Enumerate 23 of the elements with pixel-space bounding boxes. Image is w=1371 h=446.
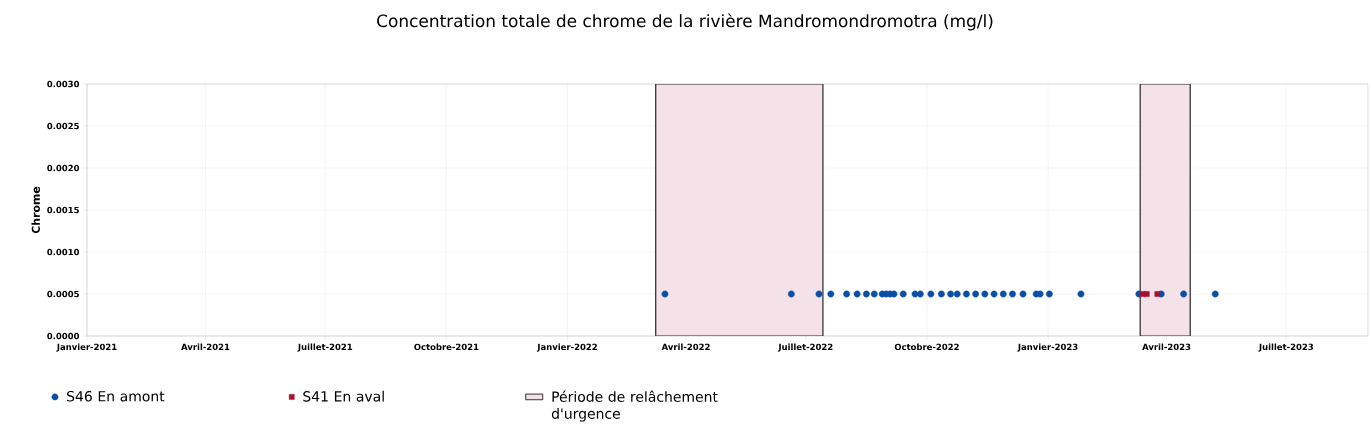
x-tick-label: Juillet-2022 bbox=[777, 343, 833, 352]
x-tick-label: Octobre-2022 bbox=[894, 343, 959, 351]
x-tick-label: Juillet-2021 bbox=[297, 343, 353, 352]
x-tick-label: Janvier-2021 bbox=[56, 343, 117, 352]
x-tick-label: Janvier-2022 bbox=[536, 343, 597, 352]
y-tick-label: 0.0005 bbox=[47, 290, 79, 298]
y-tick-label: 0.0025 bbox=[47, 122, 79, 130]
x-tick-label: Janvier-2023 bbox=[1017, 343, 1078, 352]
x-tick-label: Octobre-2021 bbox=[414, 343, 479, 351]
y-tick-label: 0.0010 bbox=[47, 248, 80, 256]
x-tick-label: Avril-2022 bbox=[661, 343, 710, 351]
x-tick-label: Avril-2023 bbox=[1142, 343, 1191, 351]
legend-label: S41 En aval bbox=[303, 390, 384, 402]
legend-label: Période de relâchement d'urgence bbox=[551, 390, 718, 422]
x-tick-label: Juillet-2023 bbox=[1258, 343, 1314, 352]
y-tick-label: 0.0015 bbox=[47, 206, 79, 214]
chart-title: Concentration totale de chrome de la rivière Mandromondromotra (mg/l) bbox=[377, 13, 993, 31]
y-tick-label: 0.0020 bbox=[47, 164, 80, 172]
y-axis-title: Chrome bbox=[31, 186, 40, 234]
y-tick-label: 0.0030 bbox=[47, 80, 80, 88]
legend-label: S46 En amont bbox=[67, 390, 165, 402]
x-tick-label: Avril-2021 bbox=[181, 343, 230, 351]
y-tick-label: 0.0000 bbox=[47, 332, 80, 340]
